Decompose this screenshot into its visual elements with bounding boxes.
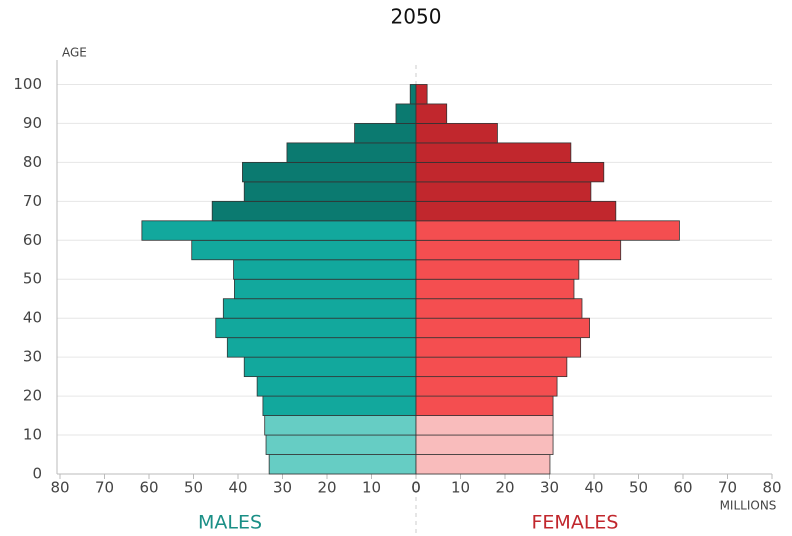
bar [415,84,428,105]
x-tick-label: 60 [139,479,158,497]
bar [415,317,590,339]
x-tick-label: 20 [495,479,514,497]
bar [415,278,575,300]
x-tick-label: 30 [273,479,292,497]
y-tick-label: 20 [23,387,42,405]
bar [415,376,558,397]
bar [415,259,580,280]
bar [415,220,680,241]
x-tick-label: 80 [762,479,781,497]
bar [234,278,417,300]
bar [226,337,417,358]
bar [268,454,417,475]
bar [256,376,417,397]
bar [243,356,417,378]
bar [415,337,582,358]
y-tick-label: 60 [23,231,42,249]
x-tick-label: 30 [540,479,559,497]
bar [415,181,592,202]
bar [222,298,417,319]
y-tick-label: 10 [23,426,42,444]
bar [409,84,417,105]
bar [415,454,551,475]
legend-label: MALES [198,512,262,534]
x-tick-label: 40 [584,479,603,497]
y-tick-label: 100 [13,75,42,93]
x-tick-label: 50 [184,479,203,497]
bar [264,415,417,436]
bar [415,434,554,455]
y-tick-label: 70 [23,192,42,210]
bar [415,298,583,319]
x-axis-label: MILLIONS [720,499,777,513]
bar [233,259,417,280]
bar [415,161,605,183]
bar [415,415,554,436]
y-tick-label: 80 [23,153,42,171]
x-tick-label: 0 [411,479,421,497]
x-tick-label: 70 [718,479,737,497]
x-tick-label: 0 [411,479,421,497]
y-axis-label: AGE [62,46,87,60]
x-tick-label: 10 [362,479,381,497]
bar [191,239,417,261]
bar [415,200,617,222]
x-tick-label: 70 [95,479,114,497]
bar [286,142,417,163]
x-tick-label: 40 [228,479,247,497]
bar [265,434,417,455]
y-tick-label: 50 [23,270,42,288]
bar [415,103,448,124]
bar [395,103,417,124]
chart-title: 2050 [391,5,442,29]
y-tick-label: 0 [32,465,42,483]
bar [211,200,417,222]
x-tick-label: 50 [629,479,648,497]
bar [415,239,622,261]
legend-label: FEMALES [532,512,619,534]
bar [215,317,417,339]
x-tick-label: 60 [673,479,692,497]
x-tick-label: 20 [317,479,336,497]
y-tick-label: 40 [23,309,42,327]
x-tick-label: 10 [451,479,470,497]
y-tick-label: 90 [23,114,42,132]
bar [141,220,417,241]
bar [242,161,417,183]
bar [415,142,572,163]
x-tick-label: 80 [50,479,69,497]
bar [415,395,554,416]
bar [415,356,568,378]
bar [243,181,417,202]
y-tick-label: 30 [23,348,42,366]
bar [262,395,417,416]
bar [354,123,417,144]
bar [415,123,498,144]
